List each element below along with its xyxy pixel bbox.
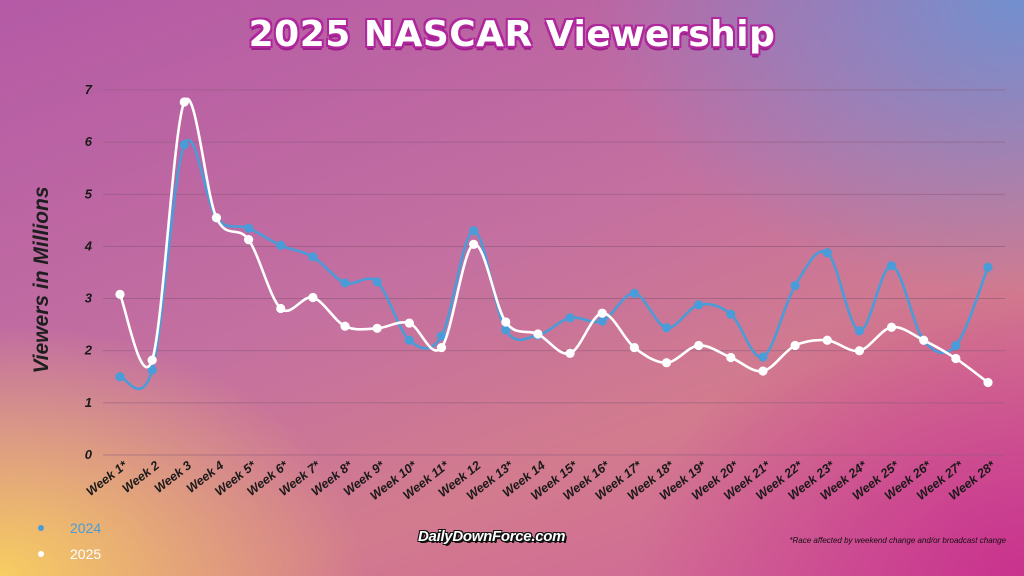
data-point-2024 xyxy=(469,226,479,236)
data-point-2024 xyxy=(308,252,318,262)
data-point-2024 xyxy=(597,316,607,326)
data-point-2024 xyxy=(501,325,511,335)
data-point-2025 xyxy=(919,335,929,345)
data-point-2025 xyxy=(661,358,672,368)
data-point-2025 xyxy=(726,352,736,363)
data-point-2024 xyxy=(147,365,157,375)
data-point-2024 xyxy=(726,309,736,319)
data-point-2025 xyxy=(597,308,607,318)
y-tick-label: 4 xyxy=(84,238,93,253)
data-point-2025 xyxy=(694,340,704,351)
data-point-2024 xyxy=(886,261,897,271)
brand-logo: DailyDownForce.com xyxy=(418,528,566,545)
legend-item-2025: 2025 xyxy=(38,541,101,567)
y-tick-label: 1 xyxy=(85,395,92,410)
x-tick-label: Week 1* xyxy=(84,458,131,499)
data-point-2025 xyxy=(147,355,157,365)
data-point-2024 xyxy=(115,372,125,382)
data-point-2024 xyxy=(179,140,189,150)
data-point-2024 xyxy=(243,223,254,233)
data-point-2025 xyxy=(372,323,382,333)
data-point-2025 xyxy=(854,346,865,356)
y-tick-label: 2 xyxy=(84,343,93,358)
legend-label-2024: 2024 xyxy=(70,520,102,536)
data-point-2024 xyxy=(854,326,865,336)
data-point-2025 xyxy=(886,322,897,332)
data-point-2024 xyxy=(404,335,414,345)
data-point-2025 xyxy=(179,97,189,107)
y-tick-label: 3 xyxy=(85,291,93,306)
data-point-2024 xyxy=(565,313,575,323)
y-tick-label: 6 xyxy=(85,134,93,149)
data-point-2025 xyxy=(983,377,993,388)
data-point-2025 xyxy=(404,318,414,328)
legend-label-2025: 2025 xyxy=(70,546,102,562)
data-point-2024 xyxy=(340,278,350,288)
data-point-2024 xyxy=(372,277,382,287)
data-point-2025 xyxy=(115,289,125,299)
data-point-2025 xyxy=(822,335,832,345)
legend: 2024 2025 xyxy=(38,515,101,567)
data-point-2025 xyxy=(308,292,318,303)
y-tick-label: 0 xyxy=(85,447,93,462)
data-point-2024 xyxy=(694,300,704,310)
legend-item-2024: 2024 xyxy=(38,515,101,541)
data-point-2025 xyxy=(790,340,800,351)
data-point-2025 xyxy=(629,342,639,353)
data-point-2025 xyxy=(533,329,543,339)
data-point-2024 xyxy=(276,240,286,250)
data-point-2024 xyxy=(822,248,832,258)
data-point-2024 xyxy=(758,352,768,362)
data-point-2025 xyxy=(276,303,286,314)
data-point-2024 xyxy=(629,288,639,298)
data-point-2025 xyxy=(951,353,961,364)
data-point-2025 xyxy=(565,348,575,358)
data-point-2024 xyxy=(790,280,800,291)
data-point-2025 xyxy=(340,321,350,331)
data-point-2025 xyxy=(758,366,768,376)
y-tick-label: 5 xyxy=(85,186,93,201)
data-point-2024 xyxy=(436,331,447,341)
y-tick-label: 7 xyxy=(85,82,93,97)
data-point-2025 xyxy=(469,239,479,249)
data-point-2025 xyxy=(501,317,511,327)
data-point-2024 xyxy=(951,340,961,351)
data-point-2024 xyxy=(661,323,672,333)
data-point-2025 xyxy=(436,342,447,353)
data-point-2025 xyxy=(243,235,254,245)
chart-title: 2025 NASCAR Viewership xyxy=(248,13,776,56)
data-point-2025 xyxy=(211,213,222,223)
legend-marker-2024 xyxy=(38,525,44,531)
footnote: *Race affected by weekend change and/or … xyxy=(789,536,1006,545)
legend-marker-2025 xyxy=(38,551,44,557)
data-point-2024 xyxy=(983,262,993,272)
